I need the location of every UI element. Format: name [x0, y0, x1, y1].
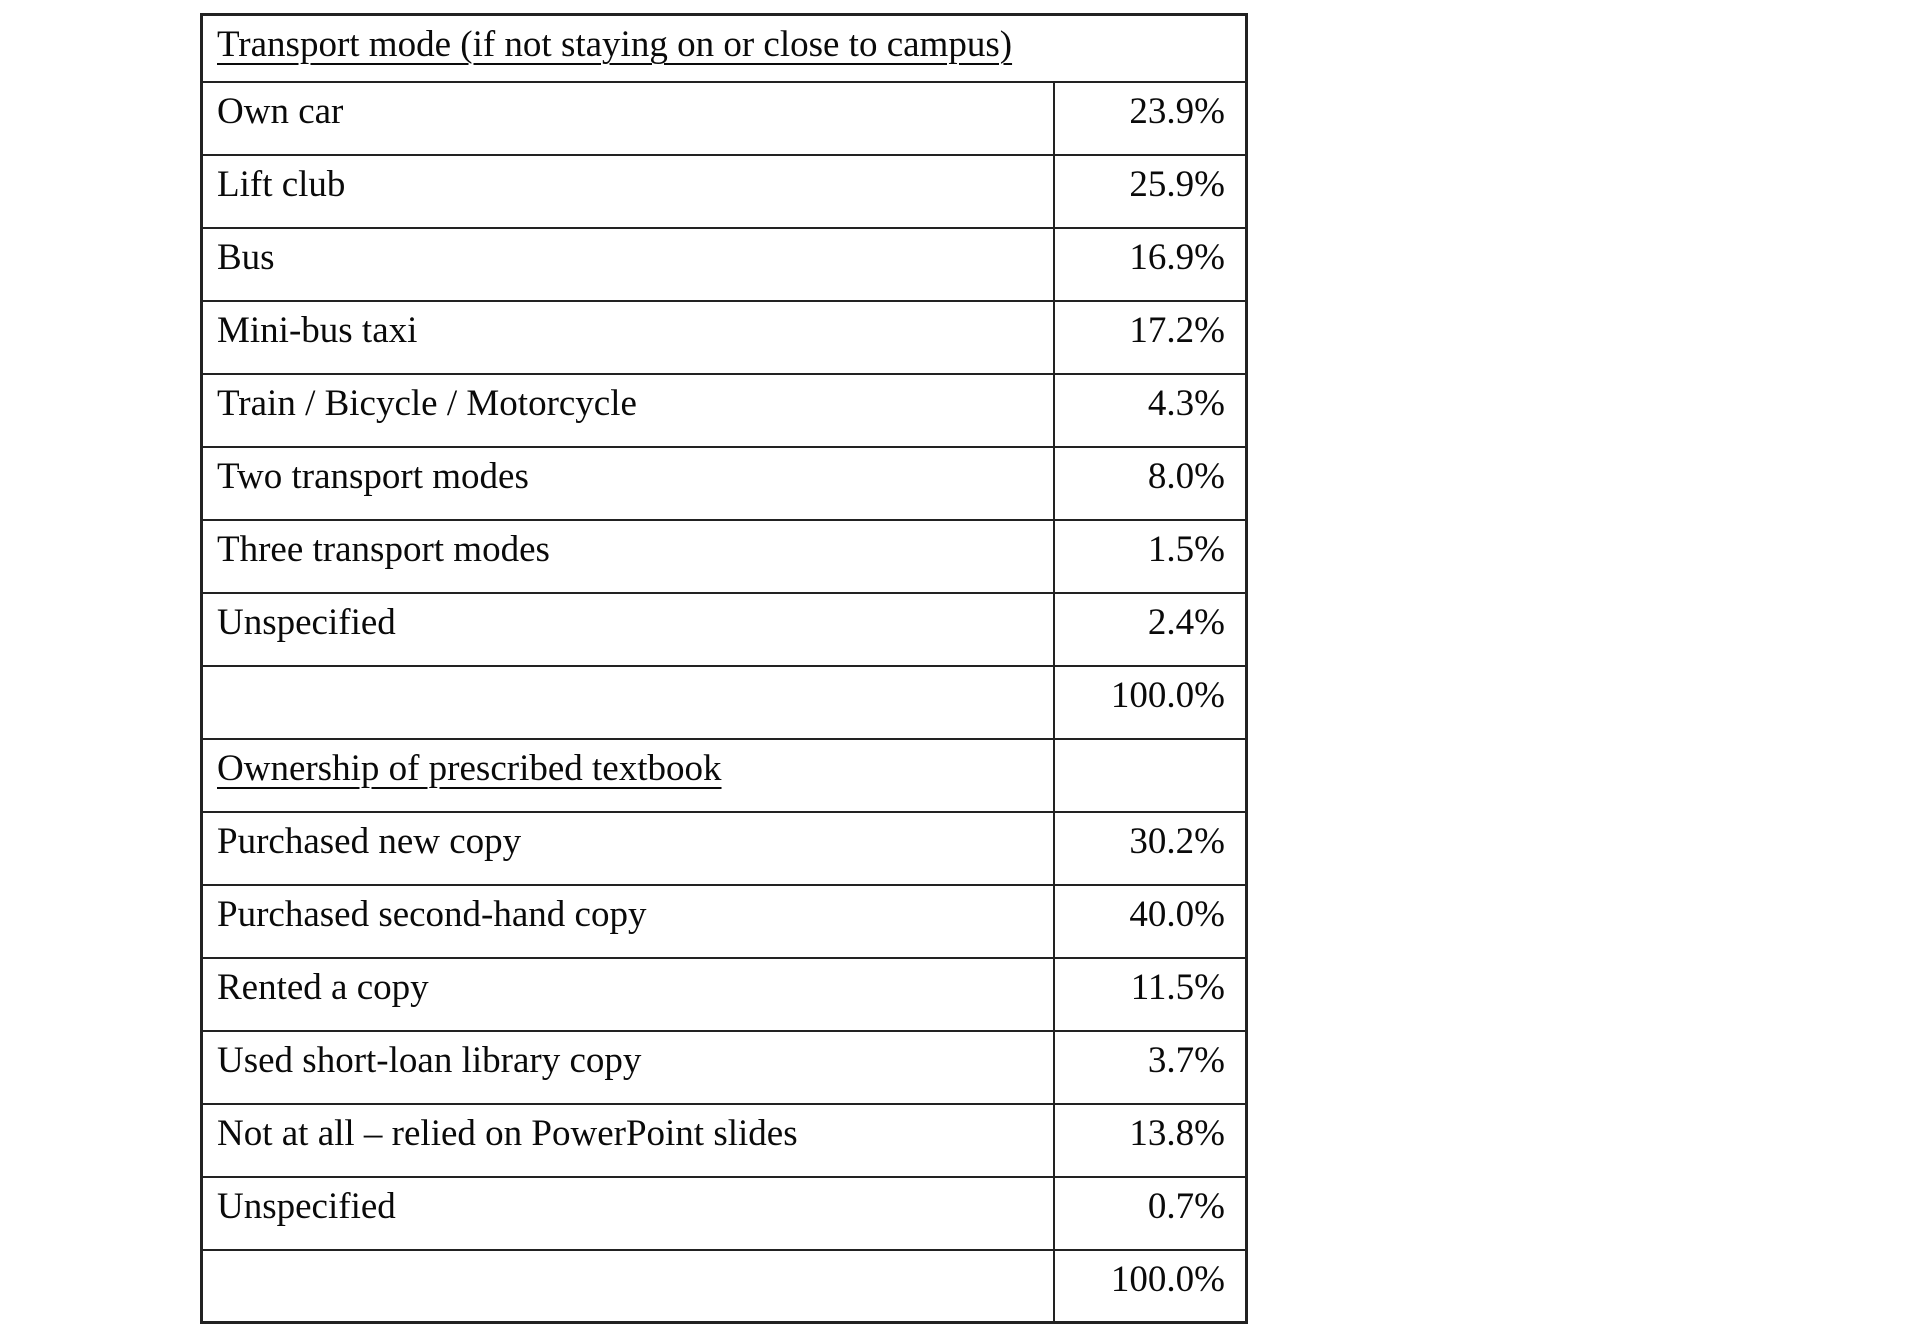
row-value: 40.0% — [1129, 893, 1225, 935]
row-label-cell: Rented a copy — [200, 956, 1055, 1032]
table-row: Own car 23.9% — [200, 80, 1248, 156]
row-value-cell: 1.5% — [1052, 518, 1248, 594]
row-label: Bus — [217, 236, 275, 278]
row-value-cell — [1052, 737, 1248, 813]
row-value: 2.4% — [1147, 601, 1225, 643]
section-subheader-row: Ownership of prescribed textbook — [200, 737, 1248, 813]
row-value-cell: 100.0% — [1052, 664, 1248, 740]
row-value-cell: 25.9% — [1052, 153, 1248, 229]
row-label: Lift club — [217, 163, 346, 205]
table-row: Rented a copy 11.5% — [200, 956, 1248, 1032]
row-value: 1.5% — [1147, 528, 1225, 570]
table-row: Purchased new copy 30.2% — [200, 810, 1248, 886]
row-value-cell: 100.0% — [1052, 1248, 1248, 1324]
row-value: 13.8% — [1129, 1112, 1225, 1154]
section-header-text: Transport mode (if not staying on or clo… — [217, 24, 1013, 65]
row-value-cell: 30.2% — [1052, 810, 1248, 886]
row-label: Three transport modes — [217, 528, 550, 570]
row-value-cell: 13.8% — [1052, 1102, 1248, 1178]
row-label-cell: Bus — [200, 226, 1055, 302]
row-label-cell: Unspecified — [200, 591, 1055, 667]
row-value-cell: 11.5% — [1052, 956, 1248, 1032]
row-label-cell: Ownership of prescribed textbook — [200, 737, 1055, 813]
row-label-cell: Train / Bicycle / Motorcycle — [200, 372, 1055, 448]
row-value-cell: 23.9% — [1052, 80, 1248, 156]
row-value: 100.0% — [1110, 1258, 1225, 1300]
row-value-cell: 17.2% — [1052, 299, 1248, 375]
table-row: 100.0% — [200, 1248, 1248, 1324]
row-label-cell — [200, 664, 1055, 740]
row-label: Ownership of prescribed textbook — [217, 747, 722, 789]
row-label: Unspecified — [217, 601, 396, 643]
table-row: Purchased second-hand copy 40.0% — [200, 883, 1248, 959]
row-label-cell — [200, 1248, 1055, 1324]
row-label-cell: Three transport modes — [200, 518, 1055, 594]
table-row: Unspecified 0.7% — [200, 1175, 1248, 1251]
row-value: 30.2% — [1129, 820, 1225, 862]
section-header-cell: Transport mode (if not staying on or clo… — [200, 13, 1248, 83]
row-value-cell: 8.0% — [1052, 445, 1248, 521]
row-value-cell: 0.7% — [1052, 1175, 1248, 1251]
table-row: Unspecified 2.4% — [200, 591, 1248, 667]
row-value-cell: 16.9% — [1052, 226, 1248, 302]
row-value: 3.7% — [1147, 1039, 1225, 1081]
row-label: Purchased new copy — [217, 820, 522, 862]
row-value: 16.9% — [1129, 236, 1225, 278]
survey-results-table: Transport mode (if not staying on or clo… — [200, 13, 1248, 1324]
row-label: Two transport modes — [217, 455, 529, 497]
row-value: 25.9% — [1129, 163, 1225, 205]
row-label: Train / Bicycle / Motorcycle — [217, 382, 637, 424]
row-label: Used short-loan library copy — [217, 1039, 642, 1081]
table-row: Lift club 25.9% — [200, 153, 1248, 229]
row-value: 23.9% — [1129, 90, 1225, 132]
table-row: Used short-loan library copy 3.7% — [200, 1029, 1248, 1105]
row-value: 4.3% — [1147, 382, 1225, 424]
table-row: Mini-bus taxi 17.2% — [200, 299, 1248, 375]
row-label-cell: Unspecified — [200, 1175, 1055, 1251]
table-row: Three transport modes 1.5% — [200, 518, 1248, 594]
section-header-row: Transport mode (if not staying on or clo… — [200, 13, 1248, 83]
row-value: 100.0% — [1110, 674, 1225, 716]
row-value-cell: 40.0% — [1052, 883, 1248, 959]
row-label-cell: Own car — [200, 80, 1055, 156]
row-label-cell: Used short-loan library copy — [200, 1029, 1055, 1105]
row-label-cell: Not at all – relied on PowerPoint slides — [200, 1102, 1055, 1178]
row-label-cell: Purchased new copy — [200, 810, 1055, 886]
row-label: Mini-bus taxi — [217, 309, 418, 351]
table-row: Not at all – relied on PowerPoint slides… — [200, 1102, 1248, 1178]
row-value-cell: 3.7% — [1052, 1029, 1248, 1105]
row-label-cell: Purchased second-hand copy — [200, 883, 1055, 959]
row-label: Unspecified — [217, 1185, 396, 1227]
table-row: 100.0% — [200, 664, 1248, 740]
table-row: Two transport modes 8.0% — [200, 445, 1248, 521]
row-value: 17.2% — [1129, 309, 1225, 351]
table-row: Train / Bicycle / Motorcycle 4.3% — [200, 372, 1248, 448]
row-value-cell: 4.3% — [1052, 372, 1248, 448]
row-value: 0.7% — [1147, 1185, 1225, 1227]
row-label: Rented a copy — [217, 966, 429, 1008]
row-label: Not at all – relied on PowerPoint slides — [217, 1112, 798, 1154]
survey-table-body: Transport mode (if not staying on or clo… — [200, 13, 1248, 1324]
row-label-cell: Lift club — [200, 153, 1055, 229]
row-label-cell: Two transport modes — [200, 445, 1055, 521]
row-value: 8.0% — [1147, 455, 1225, 497]
row-value-cell: 2.4% — [1052, 591, 1248, 667]
table-row: Bus 16.9% — [200, 226, 1248, 302]
row-label-cell: Mini-bus taxi — [200, 299, 1055, 375]
row-label: Own car — [217, 90, 344, 132]
row-value: 11.5% — [1130, 966, 1225, 1008]
row-label: Purchased second-hand copy — [217, 893, 647, 935]
